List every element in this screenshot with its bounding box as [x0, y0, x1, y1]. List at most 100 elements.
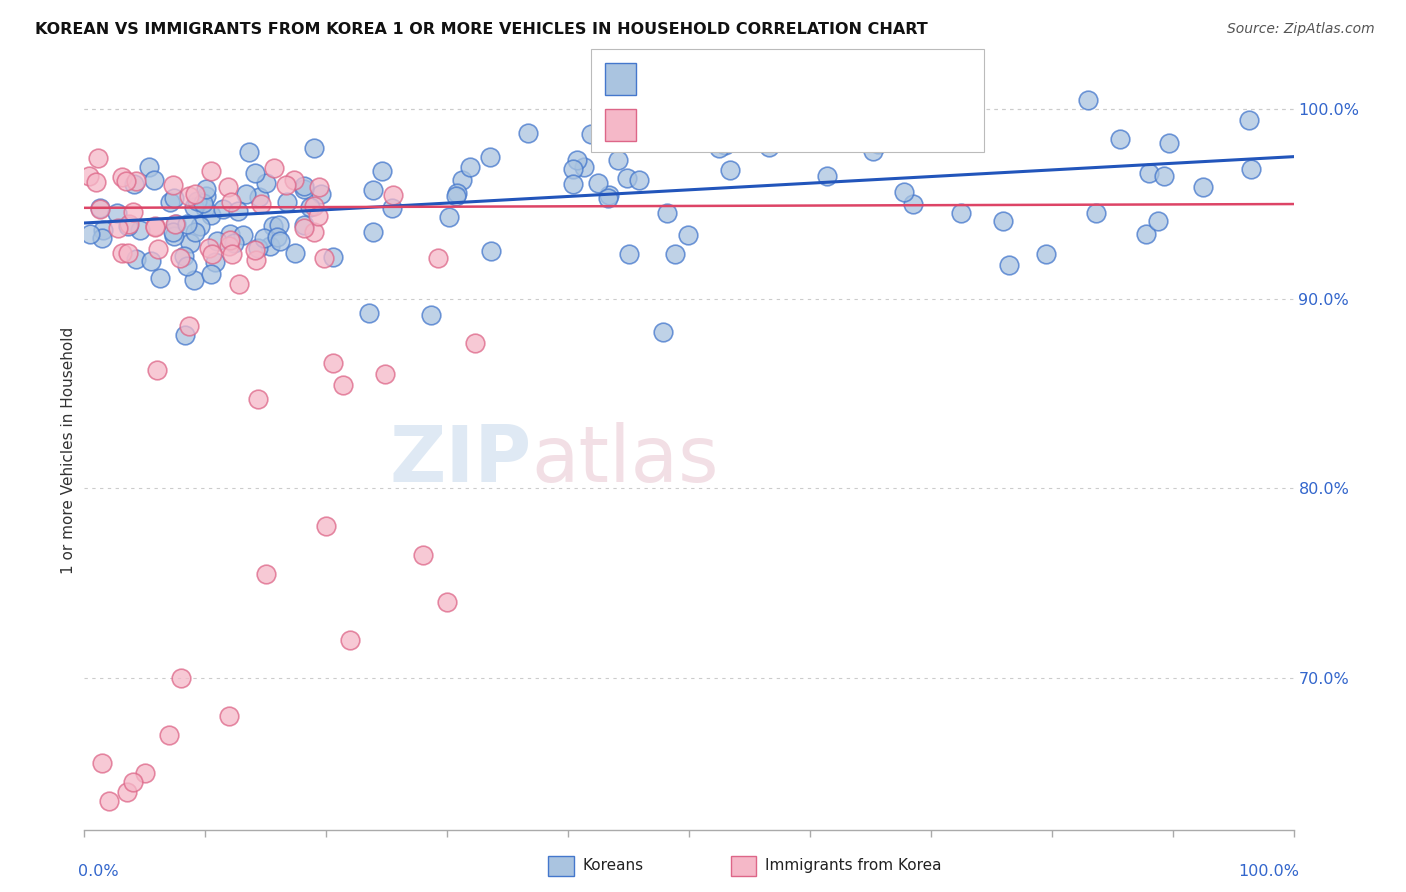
Point	[254, 176, 277, 190]
Point	[179, 236, 201, 251]
Point	[177, 318, 200, 333]
Point	[714, 137, 737, 152]
Point	[1135, 227, 1157, 242]
Point	[718, 162, 741, 177]
Point	[169, 251, 191, 265]
Point	[162, 178, 184, 192]
Point	[627, 173, 650, 187]
Text: atlas: atlas	[531, 422, 720, 498]
Point	[162, 226, 184, 240]
Point	[218, 227, 240, 241]
Point	[292, 179, 315, 194]
Point	[586, 177, 609, 191]
Point	[444, 189, 467, 203]
Point	[322, 251, 344, 265]
Point	[114, 173, 136, 187]
Point	[91, 756, 114, 771]
Point	[616, 171, 638, 186]
Point	[226, 203, 249, 218]
Point	[284, 246, 307, 260]
Point	[197, 242, 219, 256]
Point	[815, 169, 838, 183]
Point	[371, 164, 394, 178]
Point	[129, 222, 152, 236]
Point	[159, 195, 181, 210]
Point	[562, 177, 585, 191]
Text: Source: ZipAtlas.com: Source: ZipAtlas.com	[1227, 22, 1375, 37]
Point	[274, 178, 297, 192]
Point	[655, 206, 678, 220]
Point	[374, 367, 396, 381]
Point	[1239, 113, 1261, 128]
Point	[1146, 214, 1168, 228]
Point	[111, 246, 134, 260]
Point	[146, 363, 169, 377]
Point	[221, 247, 243, 261]
Point	[79, 227, 101, 241]
Point	[292, 219, 315, 233]
Point	[218, 233, 240, 247]
Point	[211, 202, 233, 216]
Point	[309, 186, 332, 201]
Point	[581, 128, 603, 142]
Point	[143, 172, 166, 186]
Point	[381, 201, 404, 215]
Point	[217, 179, 239, 194]
Point	[276, 194, 298, 209]
Point	[184, 225, 207, 239]
Text: R = 0.224   N = 116: R = 0.224 N = 116	[647, 70, 808, 86]
Point	[1085, 205, 1108, 219]
Point	[868, 136, 890, 151]
Point	[308, 180, 330, 194]
Point	[166, 217, 188, 231]
Point	[115, 784, 138, 798]
Point	[572, 161, 595, 175]
Point	[998, 258, 1021, 272]
Point	[302, 141, 325, 155]
Point	[163, 228, 186, 243]
Point	[195, 182, 218, 196]
Point	[949, 205, 972, 219]
Point	[709, 141, 731, 155]
Point	[183, 273, 205, 287]
Point	[163, 191, 186, 205]
Point	[420, 308, 443, 322]
Point	[652, 325, 675, 339]
Point	[149, 270, 172, 285]
Point	[107, 221, 129, 235]
Point	[565, 153, 588, 168]
Point	[183, 187, 205, 202]
Point	[901, 197, 924, 211]
Point	[186, 194, 208, 208]
Point	[412, 548, 434, 562]
Point	[758, 140, 780, 154]
Point	[862, 144, 884, 158]
Point	[89, 201, 111, 215]
Text: R = 0.001   N =  63: R = 0.001 N = 63	[647, 115, 804, 130]
Point	[307, 210, 329, 224]
Point	[283, 173, 305, 187]
Point	[146, 242, 169, 256]
Point	[105, 206, 128, 220]
Point	[218, 239, 240, 253]
Point	[1108, 132, 1130, 146]
Point	[561, 161, 583, 176]
Point	[194, 189, 217, 203]
Point	[1035, 246, 1057, 260]
Text: KOREAN VS IMMIGRANTS FROM KOREA 1 OR MORE VEHICLES IN HOUSEHOLD CORRELATION CHAR: KOREAN VS IMMIGRANTS FROM KOREA 1 OR MOR…	[35, 22, 928, 37]
Point	[183, 200, 205, 214]
Point	[259, 239, 281, 253]
Point	[664, 247, 686, 261]
Point	[315, 519, 337, 533]
Point	[84, 175, 107, 189]
Point	[267, 218, 290, 232]
Point	[232, 228, 254, 243]
Text: ZIP: ZIP	[389, 422, 531, 498]
Point	[138, 160, 160, 174]
Point	[893, 185, 915, 199]
Point	[89, 202, 111, 217]
Point	[246, 392, 269, 407]
Point	[90, 231, 112, 245]
Point	[235, 187, 257, 202]
Point	[163, 217, 186, 231]
